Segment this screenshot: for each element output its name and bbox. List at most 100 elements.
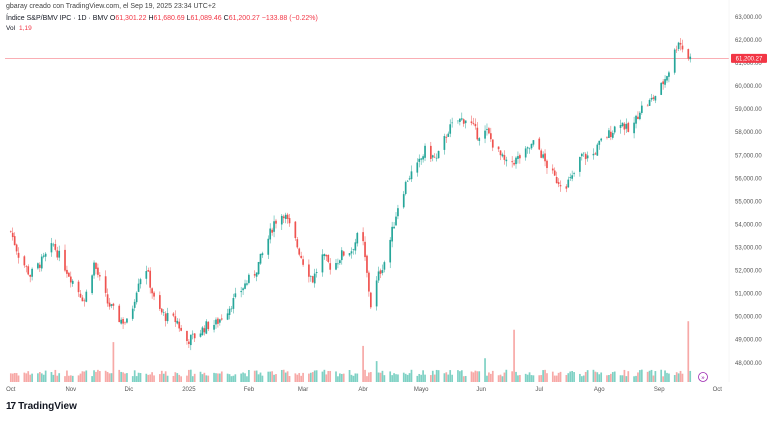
- candle-body: [180, 327, 182, 331]
- candle-body: [315, 272, 318, 274]
- candle-body: [172, 313, 175, 316]
- volume-bar: [162, 373, 165, 382]
- price-axis[interactable]: 48,000.00 49,000.00 50,000.00 51,000.00 52,0…: [735, 15, 762, 367]
- candle-body: [126, 318, 128, 323]
- volume-bar: [145, 373, 148, 382]
- candle-body: [627, 122, 630, 132]
- volume-bar: [217, 373, 219, 382]
- candle-body: [135, 292, 138, 303]
- candle-body: [230, 308, 233, 310]
- time-tick-label: Jun: [476, 387, 486, 393]
- candle-body: [85, 291, 88, 302]
- volume-bar: [54, 369, 57, 382]
- candle-body: [31, 268, 33, 277]
- volume-bar: [215, 373, 217, 382]
- tradingview-brand[interactable]: 17 TradingView: [6, 401, 77, 412]
- volume-bar: [25, 373, 28, 382]
- volume-bar: [648, 370, 651, 382]
- candle-body: [350, 251, 353, 254]
- candle-body: [98, 275, 101, 277]
- volume-bar: [364, 369, 366, 382]
- volume-bar: [261, 375, 264, 382]
- volume-bar: [662, 376, 664, 382]
- volume-bar: [675, 372, 678, 382]
- volume-bar: [420, 374, 423, 382]
- goto-realtime-button[interactable]: »: [698, 372, 708, 382]
- volume-bar: [366, 376, 368, 382]
- candle-body: [282, 216, 285, 219]
- volume-bar: [323, 369, 326, 382]
- candle-body: [637, 116, 639, 120]
- candle-body: [95, 262, 97, 269]
- volume-bar: [460, 370, 463, 382]
- volume-bar: [71, 375, 74, 382]
- candle-body: [213, 324, 215, 330]
- candle-body: [83, 300, 86, 302]
- volume-bar: [38, 371, 41, 382]
- volume-label: Vol: [6, 25, 16, 32]
- candle-body: [362, 232, 364, 242]
- volume-bar: [66, 370, 68, 382]
- candle-body: [145, 271, 148, 279]
- candle-body: [451, 122, 453, 124]
- candle-body: [369, 292, 372, 308]
- volume-bar: [464, 375, 467, 382]
- candle-body: [205, 321, 208, 334]
- volume-bar: [337, 376, 339, 382]
- candle-body: [215, 319, 217, 325]
- volume-bar: [592, 369, 595, 382]
- volume-bar: [528, 372, 531, 382]
- candle-body: [544, 153, 546, 162]
- time-axis[interactable]: Oct Nov Dic 2025 Feb Mar Abr Mayo Jun Jul Ago Sep Oc…: [6, 387, 722, 393]
- goto-realtime-circle[interactable]: [698, 372, 708, 382]
- candle-body: [139, 279, 142, 285]
- volume-bar: [85, 370, 88, 382]
- candle-body: [191, 333, 194, 335]
- volume-bar: [600, 372, 603, 382]
- candle-body: [511, 161, 513, 163]
- candle-body: [571, 175, 573, 179]
- volume-bar: [191, 376, 194, 382]
- candle-body: [610, 131, 612, 138]
- volume-bar: [391, 375, 393, 382]
- volume-bar: [606, 375, 608, 382]
- volume-bar: [189, 369, 192, 382]
- volume-bar: [542, 370, 544, 382]
- volume-bar: [149, 374, 152, 382]
- candle-body: [464, 120, 467, 124]
- volume-bar: [660, 369, 663, 382]
- candle-body: [248, 274, 250, 283]
- candle-body: [203, 328, 206, 333]
- volume-bar: [288, 376, 291, 382]
- candle-body: [650, 97, 653, 100]
- volume-bar: [68, 375, 70, 382]
- candle-body: [188, 341, 190, 344]
- volume-bar: [246, 376, 248, 382]
- price-tick-label: 54,000.00: [735, 222, 762, 228]
- volume-bar: [269, 371, 272, 382]
- candle-body: [553, 170, 556, 176]
- volume-bar: [280, 369, 283, 382]
- candle-body: [489, 133, 492, 140]
- candle-body: [15, 244, 18, 252]
- candle-body: [27, 266, 30, 275]
- volume-bar: [325, 374, 328, 382]
- volume-bar: [476, 371, 479, 382]
- goto-realtime-icon[interactable]: »: [701, 374, 705, 381]
- close-value: 61,200.27: [228, 15, 260, 22]
- candle-body: [118, 305, 121, 323]
- candle-body: [37, 263, 39, 269]
- volume-bar: [410, 369, 413, 382]
- candle-body: [404, 182, 407, 194]
- candle-body: [261, 253, 264, 256]
- volume-bar: [205, 375, 208, 382]
- candle-body: [606, 137, 608, 138]
- volume-bar: [666, 372, 668, 382]
- candle-body: [153, 292, 155, 297]
- candle-body: [44, 253, 47, 257]
- volume-bar: [64, 376, 66, 382]
- volume-bar: [244, 373, 246, 382]
- candle-body: [217, 318, 219, 324]
- volume-bar: [81, 371, 84, 382]
